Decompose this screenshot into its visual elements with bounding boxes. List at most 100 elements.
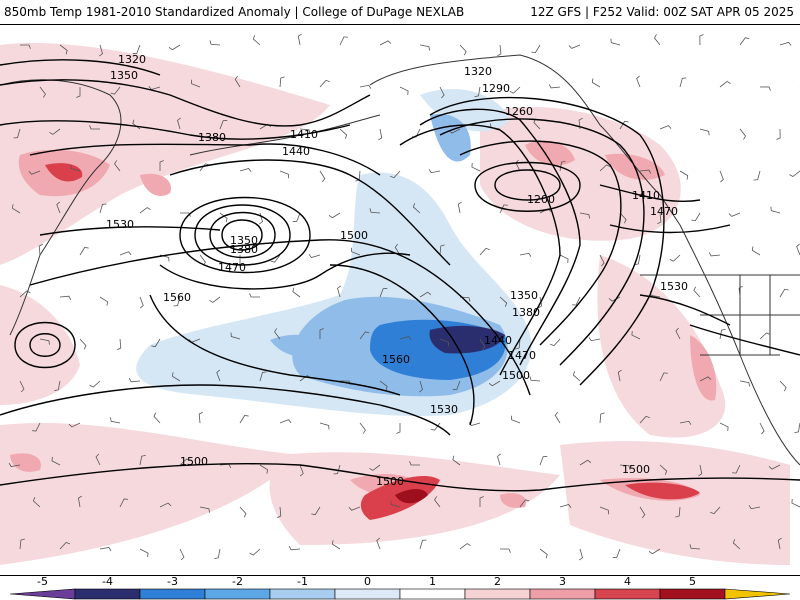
wind-barb bbox=[359, 331, 370, 340]
wind-barb bbox=[579, 548, 583, 561]
wind-barb bbox=[219, 120, 228, 130]
wind-barb bbox=[89, 125, 100, 130]
wind-barb bbox=[659, 125, 672, 130]
wind-barb bbox=[691, 212, 701, 222]
wind-barb bbox=[139, 455, 146, 466]
wind-barb bbox=[252, 35, 261, 46]
wind-barb bbox=[548, 84, 561, 89]
wind-barb bbox=[132, 119, 141, 130]
low-ring-2 bbox=[209, 211, 276, 259]
weak-positive-area-southwest bbox=[0, 422, 300, 565]
label-1500-south2: 1500 bbox=[376, 475, 404, 488]
wind-barb bbox=[538, 296, 543, 309]
wind-barb bbox=[559, 254, 569, 263]
wind-barb bbox=[748, 505, 761, 510]
wind-barb bbox=[679, 170, 689, 180]
wind-barb bbox=[474, 86, 481, 98]
label-1350-low: 1350 bbox=[230, 234, 258, 247]
label-1380: 1380 bbox=[198, 131, 226, 144]
contour-1440 bbox=[169, 159, 451, 266]
wind-barb bbox=[299, 128, 311, 134]
wind-barb bbox=[59, 44, 68, 55]
wind-barb bbox=[515, 338, 521, 350]
wind-barb bbox=[270, 254, 281, 263]
wind-barb bbox=[452, 380, 461, 390]
wind-barb bbox=[675, 327, 681, 340]
contour-1500-south bbox=[0, 463, 800, 492]
wind-barb bbox=[499, 296, 508, 307]
wind-barb bbox=[70, 164, 81, 172]
wind-barb bbox=[230, 332, 241, 340]
wind-barb bbox=[710, 506, 721, 515]
wind-barb bbox=[89, 380, 101, 388]
colorbar-tick-label: -4 bbox=[102, 575, 113, 588]
label-1500-south3: 1500 bbox=[622, 463, 650, 476]
label-1500: 1500 bbox=[340, 229, 368, 242]
label-1560-low: 1560 bbox=[382, 353, 410, 366]
wind-barb bbox=[351, 247, 361, 256]
wind-barb bbox=[99, 44, 103, 57]
wind-barb bbox=[274, 328, 281, 340]
contour-1350-east bbox=[429, 96, 665, 386]
positive-area-sub-4 bbox=[500, 493, 526, 508]
wind-barb bbox=[59, 541, 71, 550]
wind-barb bbox=[132, 44, 141, 54]
wind-barb bbox=[20, 44, 31, 49]
wind-barb bbox=[738, 285, 743, 298]
low-west-ring-2 bbox=[29, 333, 61, 357]
wind-barb bbox=[369, 208, 381, 214]
wind-barb bbox=[28, 170, 41, 175]
wind-barb bbox=[412, 203, 421, 214]
label-1350: 1350 bbox=[510, 289, 538, 302]
wind-barb bbox=[110, 86, 121, 95]
wind-barb bbox=[13, 128, 21, 139]
colorbar: -5 -4 -3 -2 -1 0 1 2 3 4 5 bbox=[0, 576, 800, 600]
wind-barb bbox=[634, 254, 641, 266]
contour-1320-north bbox=[0, 59, 161, 76]
low-east-ring-2 bbox=[494, 169, 561, 201]
wind-barb bbox=[617, 369, 622, 382]
wind-barb bbox=[39, 86, 46, 98]
wind-barb bbox=[669, 254, 681, 262]
wind-barb bbox=[728, 212, 741, 217]
wind-barb bbox=[419, 539, 427, 550]
label-1470-east2: 1470 bbox=[508, 349, 536, 362]
wind-barb bbox=[559, 160, 566, 172]
wind-barb bbox=[419, 380, 423, 393]
colorbar-tick-label: 5 bbox=[689, 575, 696, 588]
wind-barb bbox=[588, 337, 601, 342]
weak-negative-north bbox=[430, 114, 471, 162]
label-1380-east: 1380 bbox=[512, 306, 540, 319]
contour-1500 bbox=[29, 239, 531, 396]
wind-barb bbox=[110, 417, 121, 424]
wind-barb bbox=[439, 338, 449, 347]
label-1320-north: 1320 bbox=[118, 53, 146, 66]
wind-barb bbox=[299, 464, 304, 477]
wind-barb bbox=[488, 380, 501, 387]
contour-1560 bbox=[149, 294, 401, 396]
map-svg: 1320 1350 1380 1410 1440 1470 1500 1530 … bbox=[0, 33, 800, 565]
contour-1560-east bbox=[689, 324, 800, 356]
label-1320: 1320 bbox=[464, 65, 492, 78]
wind-barb bbox=[619, 464, 631, 470]
wind-barb bbox=[619, 212, 627, 224]
wind-barb bbox=[500, 548, 511, 553]
wind-barb bbox=[539, 456, 548, 466]
wind-barb bbox=[719, 328, 726, 340]
wind-barb bbox=[399, 336, 412, 340]
wind-barb bbox=[339, 36, 348, 46]
wind-barb bbox=[333, 464, 341, 475]
wind-barb bbox=[38, 243, 43, 256]
wind-barb bbox=[457, 201, 462, 214]
wind-barb bbox=[199, 506, 210, 513]
low-ring-3 bbox=[221, 219, 263, 251]
contour-1530 bbox=[39, 226, 475, 426]
wind-barb bbox=[292, 212, 301, 222]
wind-barb bbox=[699, 34, 704, 46]
wind-barb bbox=[619, 120, 629, 130]
label-1410: 1410 bbox=[290, 128, 318, 141]
wind-barb bbox=[776, 128, 781, 140]
wind-barb bbox=[277, 506, 282, 519]
wind-barb bbox=[168, 44, 181, 51]
wind-barb bbox=[639, 415, 650, 424]
